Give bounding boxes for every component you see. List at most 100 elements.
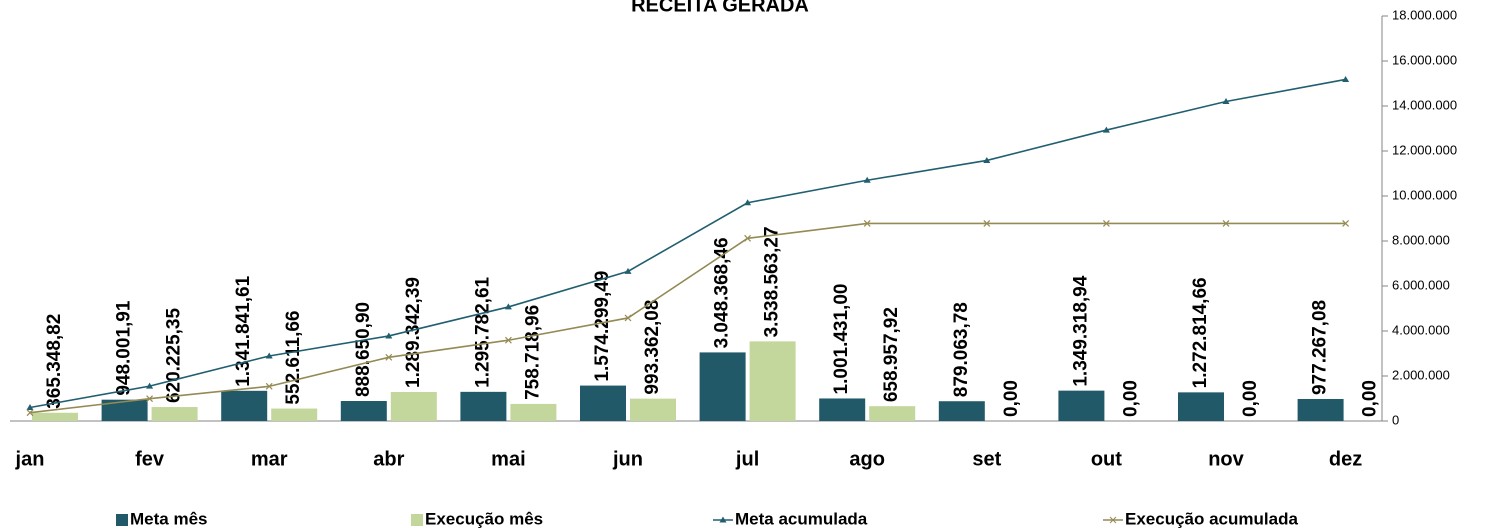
marker: [385, 332, 393, 339]
x-tick-label: abr: [373, 448, 404, 470]
y-tick-label: 14.000.000: [1392, 97, 1457, 112]
data-label: 888.650,90: [353, 302, 374, 397]
y-tick-label: 16.000.000: [1392, 52, 1457, 67]
marker: [1342, 220, 1350, 227]
y-tick-label: 4.000.000: [1392, 322, 1450, 337]
marker: [26, 409, 34, 417]
marker: [1222, 98, 1230, 104]
marker: [1342, 75, 1350, 82]
legend-label: Execução acumulada: [1125, 509, 1298, 528]
marker: [504, 303, 512, 310]
legend-marker: [719, 516, 727, 523]
data-label: 1.289.342,39: [403, 277, 424, 388]
legend-label: Execução mês: [425, 509, 543, 528]
bar: [580, 385, 626, 421]
y-tick-label: 0: [1392, 412, 1399, 427]
data-label: 1.001.431,00: [831, 284, 852, 395]
bar: [340, 401, 387, 421]
data-label: 1.341.841,61: [233, 275, 254, 386]
marker: [146, 382, 154, 389]
marker: [26, 404, 34, 410]
x-tick-label: set: [972, 448, 1001, 470]
x-tick-label: nov: [1208, 448, 1244, 470]
marker: [863, 220, 871, 227]
bar: [271, 408, 318, 421]
legend-marker: [1109, 516, 1117, 524]
marker: [624, 267, 632, 274]
x-tick-label: out: [1091, 448, 1122, 470]
marker: [1102, 220, 1110, 227]
y-tick-label: 12.000.000: [1392, 142, 1457, 157]
bar: [749, 341, 796, 421]
legend-swatch: [411, 514, 423, 526]
x-tick-label: ago: [849, 448, 885, 470]
data-label: 365.348,82: [44, 314, 65, 409]
x-tick-label: jan: [15, 448, 45, 470]
line: [29, 222, 1346, 414]
data-label: 1.272.814,66: [1190, 277, 1211, 388]
data-label: 3.048.368,46: [712, 237, 733, 348]
y-tick-label: 18.000.000: [1392, 7, 1457, 22]
data-label: 3.538.563,27: [762, 226, 783, 337]
data-label: 620.225,35: [164, 308, 185, 404]
x-tick-label: dez: [1329, 448, 1362, 470]
data-label: 0,00: [1001, 380, 1022, 417]
marker: [1102, 126, 1110, 133]
data-label: 993.362,08: [642, 300, 663, 395]
marker: [146, 395, 154, 403]
marker: [1222, 220, 1230, 227]
data-label: 552.611,66: [283, 311, 304, 405]
marker: [265, 352, 273, 359]
data-label: 758.718,96: [522, 305, 543, 400]
legend-label: Meta acumulada: [735, 509, 868, 528]
bar: [32, 412, 78, 421]
y-tick-label: 8.000.000: [1392, 232, 1450, 247]
marker: [863, 176, 871, 183]
x-tick-label: mai: [491, 448, 525, 470]
y-tick-label: 10.000.000: [1392, 187, 1457, 202]
bar: [699, 352, 746, 421]
bar: [221, 390, 268, 421]
x-tick-label: jun: [612, 448, 643, 470]
marker: [624, 314, 632, 322]
bar: [151, 407, 198, 421]
data-label: 0,00: [1120, 380, 1141, 417]
x-tick-label: mar: [251, 448, 288, 470]
bar: [1178, 392, 1224, 421]
marker: [983, 220, 991, 227]
marker: [744, 199, 752, 206]
legend-label: Meta mês: [130, 509, 207, 528]
data-label: 0,00: [1360, 380, 1381, 417]
chart-title: RECEITA GERADA: [631, 0, 809, 16]
bar: [630, 398, 676, 421]
data-label: 1.295.782,61: [472, 276, 493, 387]
data-label: 1.349.318,94: [1070, 275, 1091, 386]
marker: [744, 234, 752, 242]
marker: [983, 156, 991, 163]
bar: [510, 403, 557, 421]
bar: [819, 398, 866, 421]
bar: [1058, 390, 1105, 421]
bar: [1297, 399, 1344, 421]
bar: [390, 391, 437, 421]
data-label: 977.267,08: [1310, 300, 1331, 395]
line: [29, 78, 1346, 409]
y-tick-label: 6.000.000: [1392, 277, 1450, 292]
bar: [938, 401, 985, 421]
marker: [385, 353, 393, 361]
data-label: 879.063,78: [951, 302, 972, 397]
x-tick-label: fev: [135, 448, 165, 470]
y-tick-label: 2.000.000: [1392, 367, 1450, 382]
marker: [265, 382, 273, 390]
legend-swatch: [116, 514, 128, 526]
data-label: 0,00: [1240, 380, 1261, 417]
bar: [460, 391, 507, 421]
data-label: 1.574.299,49: [592, 271, 613, 382]
bar: [869, 406, 916, 421]
data-label: 658.957,92: [881, 307, 902, 402]
data-label: 948.001,91: [114, 300, 135, 396]
marker: [504, 336, 512, 344]
x-tick-label: jul: [735, 448, 759, 470]
bar: [101, 399, 148, 421]
